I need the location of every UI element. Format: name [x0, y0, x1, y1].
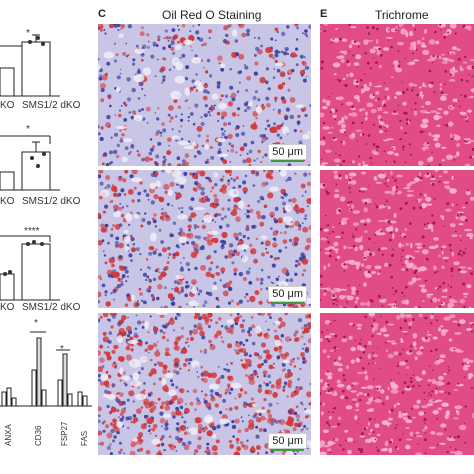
row1-sig: * — [26, 28, 30, 39]
oil-red-image-3: 50 μm — [98, 313, 311, 455]
panel-letter-c: C — [98, 8, 106, 20]
row4-sig-b: * — [60, 344, 64, 355]
scale-bar-2: 50 μm — [268, 286, 307, 304]
row3-sig: **** — [24, 226, 40, 237]
oil-red-title: Oil Red O Staining — [162, 8, 262, 22]
row1-xlabel-2: SMS1/2 dKO — [22, 100, 81, 111]
bar-chart-row2 — [0, 135, 60, 191]
row3-xlabel-2: SMS1/2 dKO — [22, 302, 81, 313]
row2-xlabel-1: KO — [0, 196, 15, 207]
left-graphs: * KO SMS1/2 dKO * KO SMS1/2 dKO **** KO … — [0, 0, 95, 474]
trichrome-image-2 — [320, 170, 474, 308]
trichrome-image-3 — [320, 313, 474, 455]
row2-xlabel-2: SMS1/2 dKO — [22, 196, 81, 207]
gene-label-3: FSP27 — [60, 421, 69, 446]
scale-bar-1: 50 μm — [268, 144, 307, 162]
oil-red-image-2: 50 μm — [98, 170, 311, 308]
bar-chart-row1 — [0, 34, 60, 97]
trichrome-image-1 — [320, 24, 474, 166]
gene-label-1: ANXA — [4, 424, 13, 446]
row3-xlabel-1: KO — [0, 302, 15, 313]
row4-sig-a: * — [34, 318, 38, 329]
panel-letter-e: E — [320, 8, 328, 20]
bar-chart-row4 — [0, 331, 92, 407]
gene-label-2: CD36 — [34, 425, 43, 446]
row1-xlabel-1: KO — [0, 100, 15, 111]
oil-red-image-1: 50 μm — [98, 24, 311, 166]
scale-bar-3: 50 μm — [268, 433, 307, 451]
gene-label-4: FAS — [80, 430, 89, 446]
row2-sig: * — [26, 124, 30, 135]
bar-chart-row3 — [0, 235, 60, 301]
